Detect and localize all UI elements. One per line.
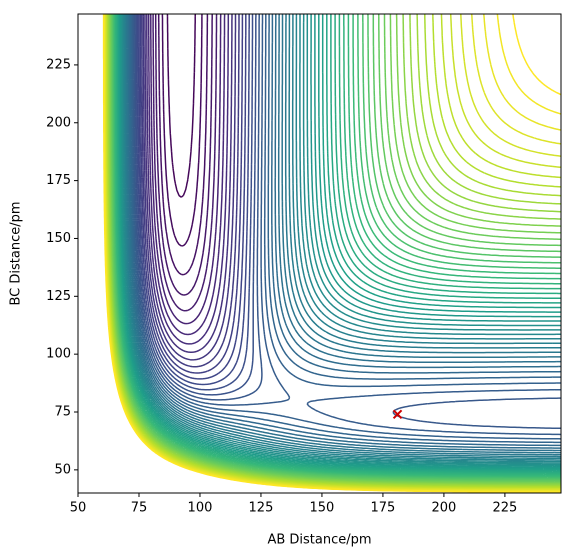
contour-line	[134, 14, 257, 396]
x-tick-label: 50	[70, 501, 87, 516]
contour-line	[122, 14, 561, 461]
y-tick-label: 100	[46, 347, 71, 362]
contour-line	[123, 14, 561, 460]
y-tick-label: 50	[54, 462, 71, 477]
x-tick-label: 150	[310, 501, 335, 516]
x-tick-label: 75	[131, 501, 148, 516]
contour-line	[147, 14, 226, 336]
contour-line	[149, 14, 222, 325]
x-tick-label: 200	[431, 501, 456, 516]
y-tick-label: 150	[46, 231, 71, 246]
contour-line	[126, 14, 561, 454]
contour-line	[136, 14, 250, 386]
x-tick-label: 225	[492, 501, 517, 516]
y-tick-label: 225	[46, 57, 71, 72]
contour-line	[124, 14, 561, 458]
contour-line	[102, 14, 561, 493]
contour-line	[139, 14, 244, 374]
contour-line	[122, 14, 561, 463]
contour-line	[117, 14, 561, 471]
x-tick-label: 100	[188, 501, 213, 516]
marker	[392, 409, 403, 420]
contour-line	[146, 14, 230, 345]
contour-line	[161, 14, 203, 247]
contour-line	[130, 14, 561, 444]
y-tick-label: 175	[46, 173, 71, 188]
contour-line	[138, 14, 247, 380]
plot-frame	[77, 13, 562, 494]
contour-line	[157, 14, 209, 276]
contour-line	[111, 14, 561, 481]
contour-line	[144, 14, 233, 354]
x-axis-label: AB Distance/pm	[267, 533, 371, 548]
contour-line	[128, 14, 561, 449]
contour-line	[121, 14, 561, 464]
contour-line	[152, 14, 218, 312]
contour-plot	[102, 14, 561, 493]
contour-line	[133, 14, 561, 430]
contour-line	[125, 14, 561, 456]
contour-line	[154, 14, 213, 296]
x-tick-label: 175	[371, 501, 396, 516]
contour-line	[131, 14, 561, 440]
contour-line	[127, 14, 561, 452]
contour-line	[132, 14, 561, 436]
contour-line	[104, 14, 561, 491]
contour-line	[129, 14, 561, 447]
y-axis-label: BC Distance/pm	[9, 201, 24, 305]
x-tick-label: 125	[249, 501, 274, 516]
y-tick-label: 75	[54, 405, 71, 420]
contour-line	[166, 14, 197, 198]
contour-line	[141, 14, 240, 368]
contour-line	[142, 14, 237, 361]
y-tick-label: 200	[46, 115, 71, 130]
contour-line	[135, 14, 254, 391]
y-tick-label: 125	[46, 289, 71, 304]
